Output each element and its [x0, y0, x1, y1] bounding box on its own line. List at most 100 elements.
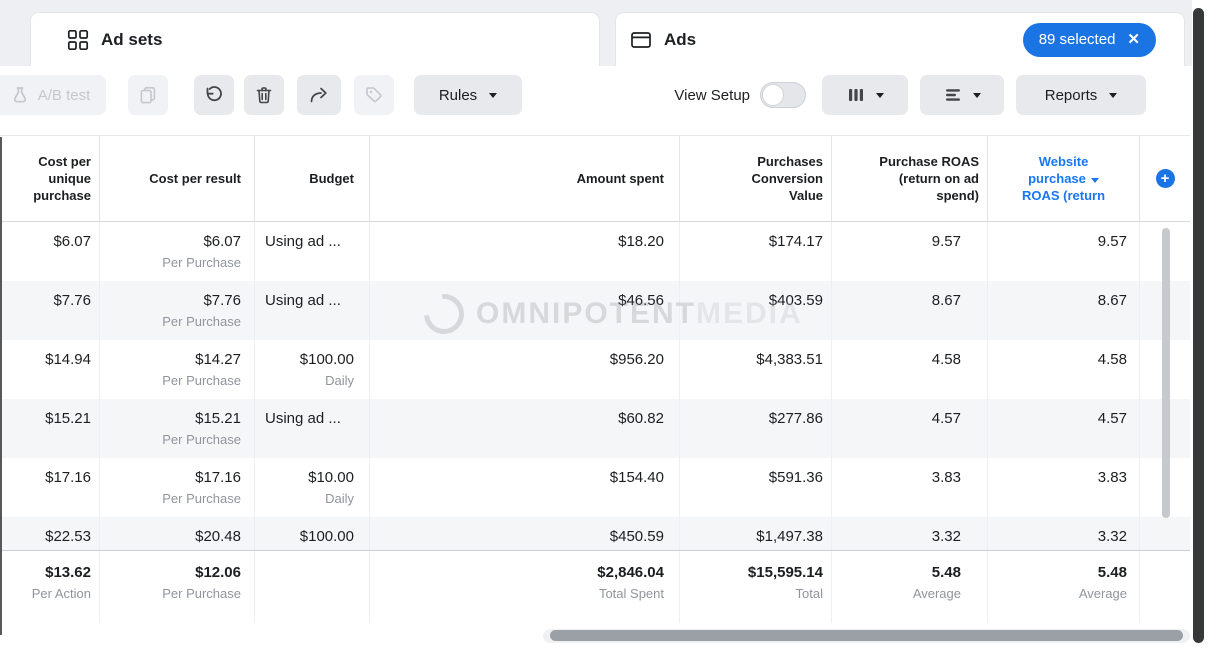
view-setup-toggle[interactable]	[760, 82, 806, 108]
cell-cost-per-result: $15.21 Per Purchase	[100, 399, 255, 458]
cell-cost-per-unique-purchase: $7.76	[0, 281, 100, 340]
cell-amount-spent: $18.20	[370, 222, 680, 281]
table-row: $17.16 $17.16 Per Purchase $10.00 Daily $1…	[0, 458, 1190, 517]
table-row: $14.94 $14.27 Per Purchase $100.00 Daily $…	[0, 340, 1190, 399]
toolbar: A/B test	[0, 66, 1192, 135]
ab-test-icon	[13, 87, 26, 103]
table-row: $22.53 $20.48 $100.00 $450.59 $1,497.38 …	[0, 517, 1190, 550]
cell-purchase-roas: 3.83	[832, 458, 988, 517]
chevron-down-icon	[1109, 92, 1118, 98]
cell-purchases-conversion-value: $591.36	[680, 458, 832, 517]
duplicate-button[interactable]	[128, 75, 168, 115]
cell-purchase-roas: 8.67	[832, 281, 988, 340]
table-row: $6.07 $6.07 Per Purchase Using ad ... $18…	[0, 222, 1190, 281]
cell-purchase-roas: 3.32	[832, 517, 988, 550]
export-button[interactable]	[297, 75, 341, 115]
total-purchase-roas: 5.48 Average	[832, 551, 988, 623]
cell-cost-per-unique-purchase: $17.16	[0, 458, 100, 517]
column-header-amount-spent[interactable]: Amount spent	[370, 136, 680, 221]
clipped-left-edge	[0, 137, 2, 635]
total-purchases-conversion-value: $15,595.14 Total	[680, 551, 832, 623]
add-column-button[interactable]: +	[1155, 169, 1175, 188]
cell-cost-per-unique-purchase: $14.94	[0, 340, 100, 399]
cell-purchase-roas: 4.57	[832, 399, 988, 458]
columns-button[interactable]	[822, 75, 908, 115]
reports-button[interactable]: Reports	[1016, 75, 1146, 115]
column-header-website-purchase-roas[interactable]: Website purchase ROAS (return	[988, 136, 1140, 221]
cell-spacer	[1140, 551, 1190, 623]
reports-label: Reports	[1044, 86, 1098, 104]
cell-amount-spent: $60.82	[370, 399, 680, 458]
sort-descending-icon	[1090, 178, 1099, 183]
undo-icon	[206, 86, 222, 102]
cell-cost-per-unique-purchase: $6.07	[0, 222, 100, 281]
undo-button[interactable]	[194, 75, 234, 115]
cell-budget: Using ad ...	[255, 222, 370, 281]
tab-ads[interactable]: Ads 89 selected ✕	[615, 12, 1185, 66]
total-cost-per-result: $12.06 Per Purchase	[100, 551, 255, 623]
selected-count-label: 89 selected	[1038, 31, 1116, 48]
cell-budget: $100.00 Daily	[255, 340, 370, 399]
cell-purchase-roas: 9.57	[832, 222, 988, 281]
cell-website-purchase-roas: 3.32	[988, 517, 1140, 550]
window-vertical-scrollbar[interactable]	[1193, 8, 1204, 643]
tag-button[interactable]	[354, 75, 394, 115]
horizontal-scrollbar-thumb[interactable]	[550, 630, 1183, 641]
cell-cost-per-result: $6.07 Per Purchase	[100, 222, 255, 281]
cell-spacer	[1140, 517, 1190, 550]
cell-website-purchase-roas: 4.57	[988, 399, 1140, 458]
chevron-down-icon	[973, 92, 981, 98]
view-setup-label: View Setup	[674, 86, 750, 104]
chevron-down-icon	[876, 92, 884, 98]
toolbar-left-group: A/B test	[0, 75, 522, 115]
ab-test-button[interactable]: A/B test	[0, 75, 106, 115]
selected-count-badge: 89 selected ✕	[1022, 22, 1156, 57]
cell-website-purchase-roas: 3.83	[988, 458, 1140, 517]
cell-amount-spent: $154.40	[370, 458, 680, 517]
toggle-knob	[762, 84, 784, 106]
column-header-cost-per-unique-purchase[interactable]: Cost per unique purchase	[0, 136, 100, 221]
table-totals-row: $13.62 Per Action $12.06 Per Purchase $2,8…	[0, 550, 1190, 623]
metrics-table: Cost per unique purchase Cost per result…	[0, 135, 1190, 623]
column-header-purchases-conversion-value[interactable]: Purchases Conversion Value	[680, 136, 832, 221]
cell-website-purchase-roas: 4.58	[988, 340, 1140, 399]
table-header-row: Cost per unique purchase Cost per result…	[0, 135, 1190, 222]
breakdown-button[interactable]	[920, 75, 1004, 115]
chevron-down-icon	[489, 92, 498, 98]
columns-icon	[849, 89, 863, 101]
breakdown-icon	[946, 89, 960, 101]
delete-button[interactable]	[244, 75, 284, 115]
cell-purchases-conversion-value: $277.86	[680, 399, 832, 458]
cell-amount-spent: $46.56	[370, 281, 680, 340]
export-icon	[310, 87, 327, 103]
cell-purchases-conversion-value: $4,383.51	[680, 340, 832, 399]
tab-ad-sets-label: Ad sets	[101, 29, 163, 49]
total-budget	[255, 551, 370, 623]
total-amount-spent: $2,846.04 Total Spent	[370, 551, 680, 623]
table-vertical-scrollbar-thumb[interactable]	[1162, 228, 1170, 518]
tab-ads-label: Ads	[664, 29, 697, 49]
cell-website-purchase-roas: 8.67	[988, 281, 1140, 340]
column-header-purchase-roas[interactable]: Purchase ROAS (return on ad spend)	[832, 136, 988, 221]
cell-cost-per-result: $17.16 Per Purchase	[100, 458, 255, 517]
tab-ad-sets[interactable]: Ad sets	[30, 12, 600, 66]
total-cost-per-unique-purchase: $13.62 Per Action	[0, 551, 100, 623]
cell-cost-per-unique-purchase: $15.21	[0, 399, 100, 458]
tab-strip: Ad sets Ads 89 selected ✕	[0, 0, 1192, 66]
cell-budget: $10.00 Daily	[255, 458, 370, 517]
duplicate-icon	[140, 86, 156, 104]
column-header-cost-per-result[interactable]: Cost per result	[100, 136, 255, 221]
rules-button[interactable]: Rules	[414, 75, 522, 115]
cell-budget: Using ad ...	[255, 281, 370, 340]
cell-amount-spent: $956.20	[370, 340, 680, 399]
table-row: $7.76 $7.76 Per Purchase Using ad ... $46…	[0, 281, 1190, 340]
clear-selection-icon[interactable]: ✕	[1127, 31, 1140, 48]
column-header-budget[interactable]: Budget	[255, 136, 370, 221]
cell-purchases-conversion-value: $1,497.38	[680, 517, 832, 550]
horizontal-scrollbar-track[interactable]	[543, 629, 1190, 643]
add-column-cell: +	[1140, 136, 1190, 221]
cell-budget: Using ad ...	[255, 399, 370, 458]
cell-purchase-roas: 4.58	[832, 340, 988, 399]
ab-test-label: A/B test	[37, 86, 91, 104]
cell-purchases-conversion-value: $403.59	[680, 281, 832, 340]
